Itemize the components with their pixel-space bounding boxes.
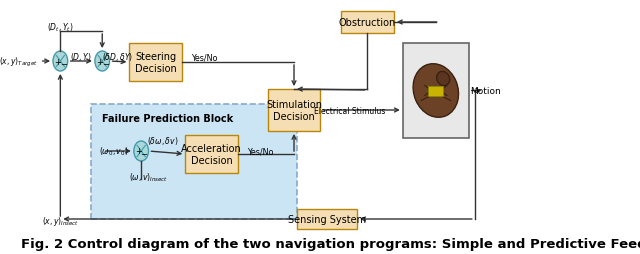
Bar	[129, 44, 182, 82]
Bar	[92, 105, 297, 219]
Text: Sensing System: Sensing System	[288, 214, 366, 224]
Bar	[297, 209, 357, 229]
Circle shape	[134, 141, 148, 161]
Text: +: +	[96, 57, 103, 66]
Ellipse shape	[436, 72, 450, 86]
Text: Failure Prediction Block: Failure Prediction Block	[102, 114, 233, 123]
Text: Fig. 2 Control diagram of the two navigation programs: Simple and Predictive Fee: Fig. 2 Control diagram of the two naviga…	[21, 237, 640, 250]
Text: −: −	[60, 60, 67, 69]
Text: −: −	[141, 150, 148, 159]
Text: Stimulation
Decision: Stimulation Decision	[266, 100, 322, 121]
Text: +: +	[54, 57, 61, 66]
Text: $(\omega_0, v_0)$: $(\omega_0, v_0)$	[99, 145, 128, 158]
Bar	[185, 135, 238, 173]
Text: Steering
Decision: Steering Decision	[135, 52, 177, 73]
Text: $(\delta\omega, \delta v)$: $(\delta\omega, \delta v)$	[147, 134, 179, 146]
Text: $(\omega, v)_{Insect}$: $(\omega, v)_{Insect}$	[129, 171, 168, 184]
Circle shape	[53, 52, 68, 72]
Text: +: +	[135, 147, 141, 156]
Text: $(\delta D, \delta Y)$: $(\delta D, \delta Y)$	[102, 51, 133, 63]
Ellipse shape	[413, 65, 458, 118]
Circle shape	[95, 52, 109, 72]
Bar	[268, 90, 321, 132]
Bar	[429, 86, 443, 96]
Text: $(D_t, Y_t)$: $(D_t, Y_t)$	[47, 22, 74, 34]
Bar	[341, 12, 394, 34]
Text: −: −	[102, 60, 109, 69]
Text: $(x, y)_{Target}$: $(x, y)_{Target}$	[0, 55, 38, 68]
Text: $(D, Y)$: $(D, Y)$	[70, 51, 92, 63]
Text: Yes/No: Yes/No	[247, 147, 273, 156]
Text: Electrical Stimulus: Electrical Stimulus	[314, 106, 385, 115]
Text: Acceleration
Decision: Acceleration Decision	[181, 144, 242, 165]
Text: $(x, y)_{Insect}$: $(x, y)_{Insect}$	[42, 215, 79, 228]
Text: Motion: Motion	[470, 86, 500, 95]
Text: Yes/No: Yes/No	[191, 53, 218, 62]
Text: Obstruction: Obstruction	[339, 18, 396, 28]
Bar	[403, 44, 469, 138]
